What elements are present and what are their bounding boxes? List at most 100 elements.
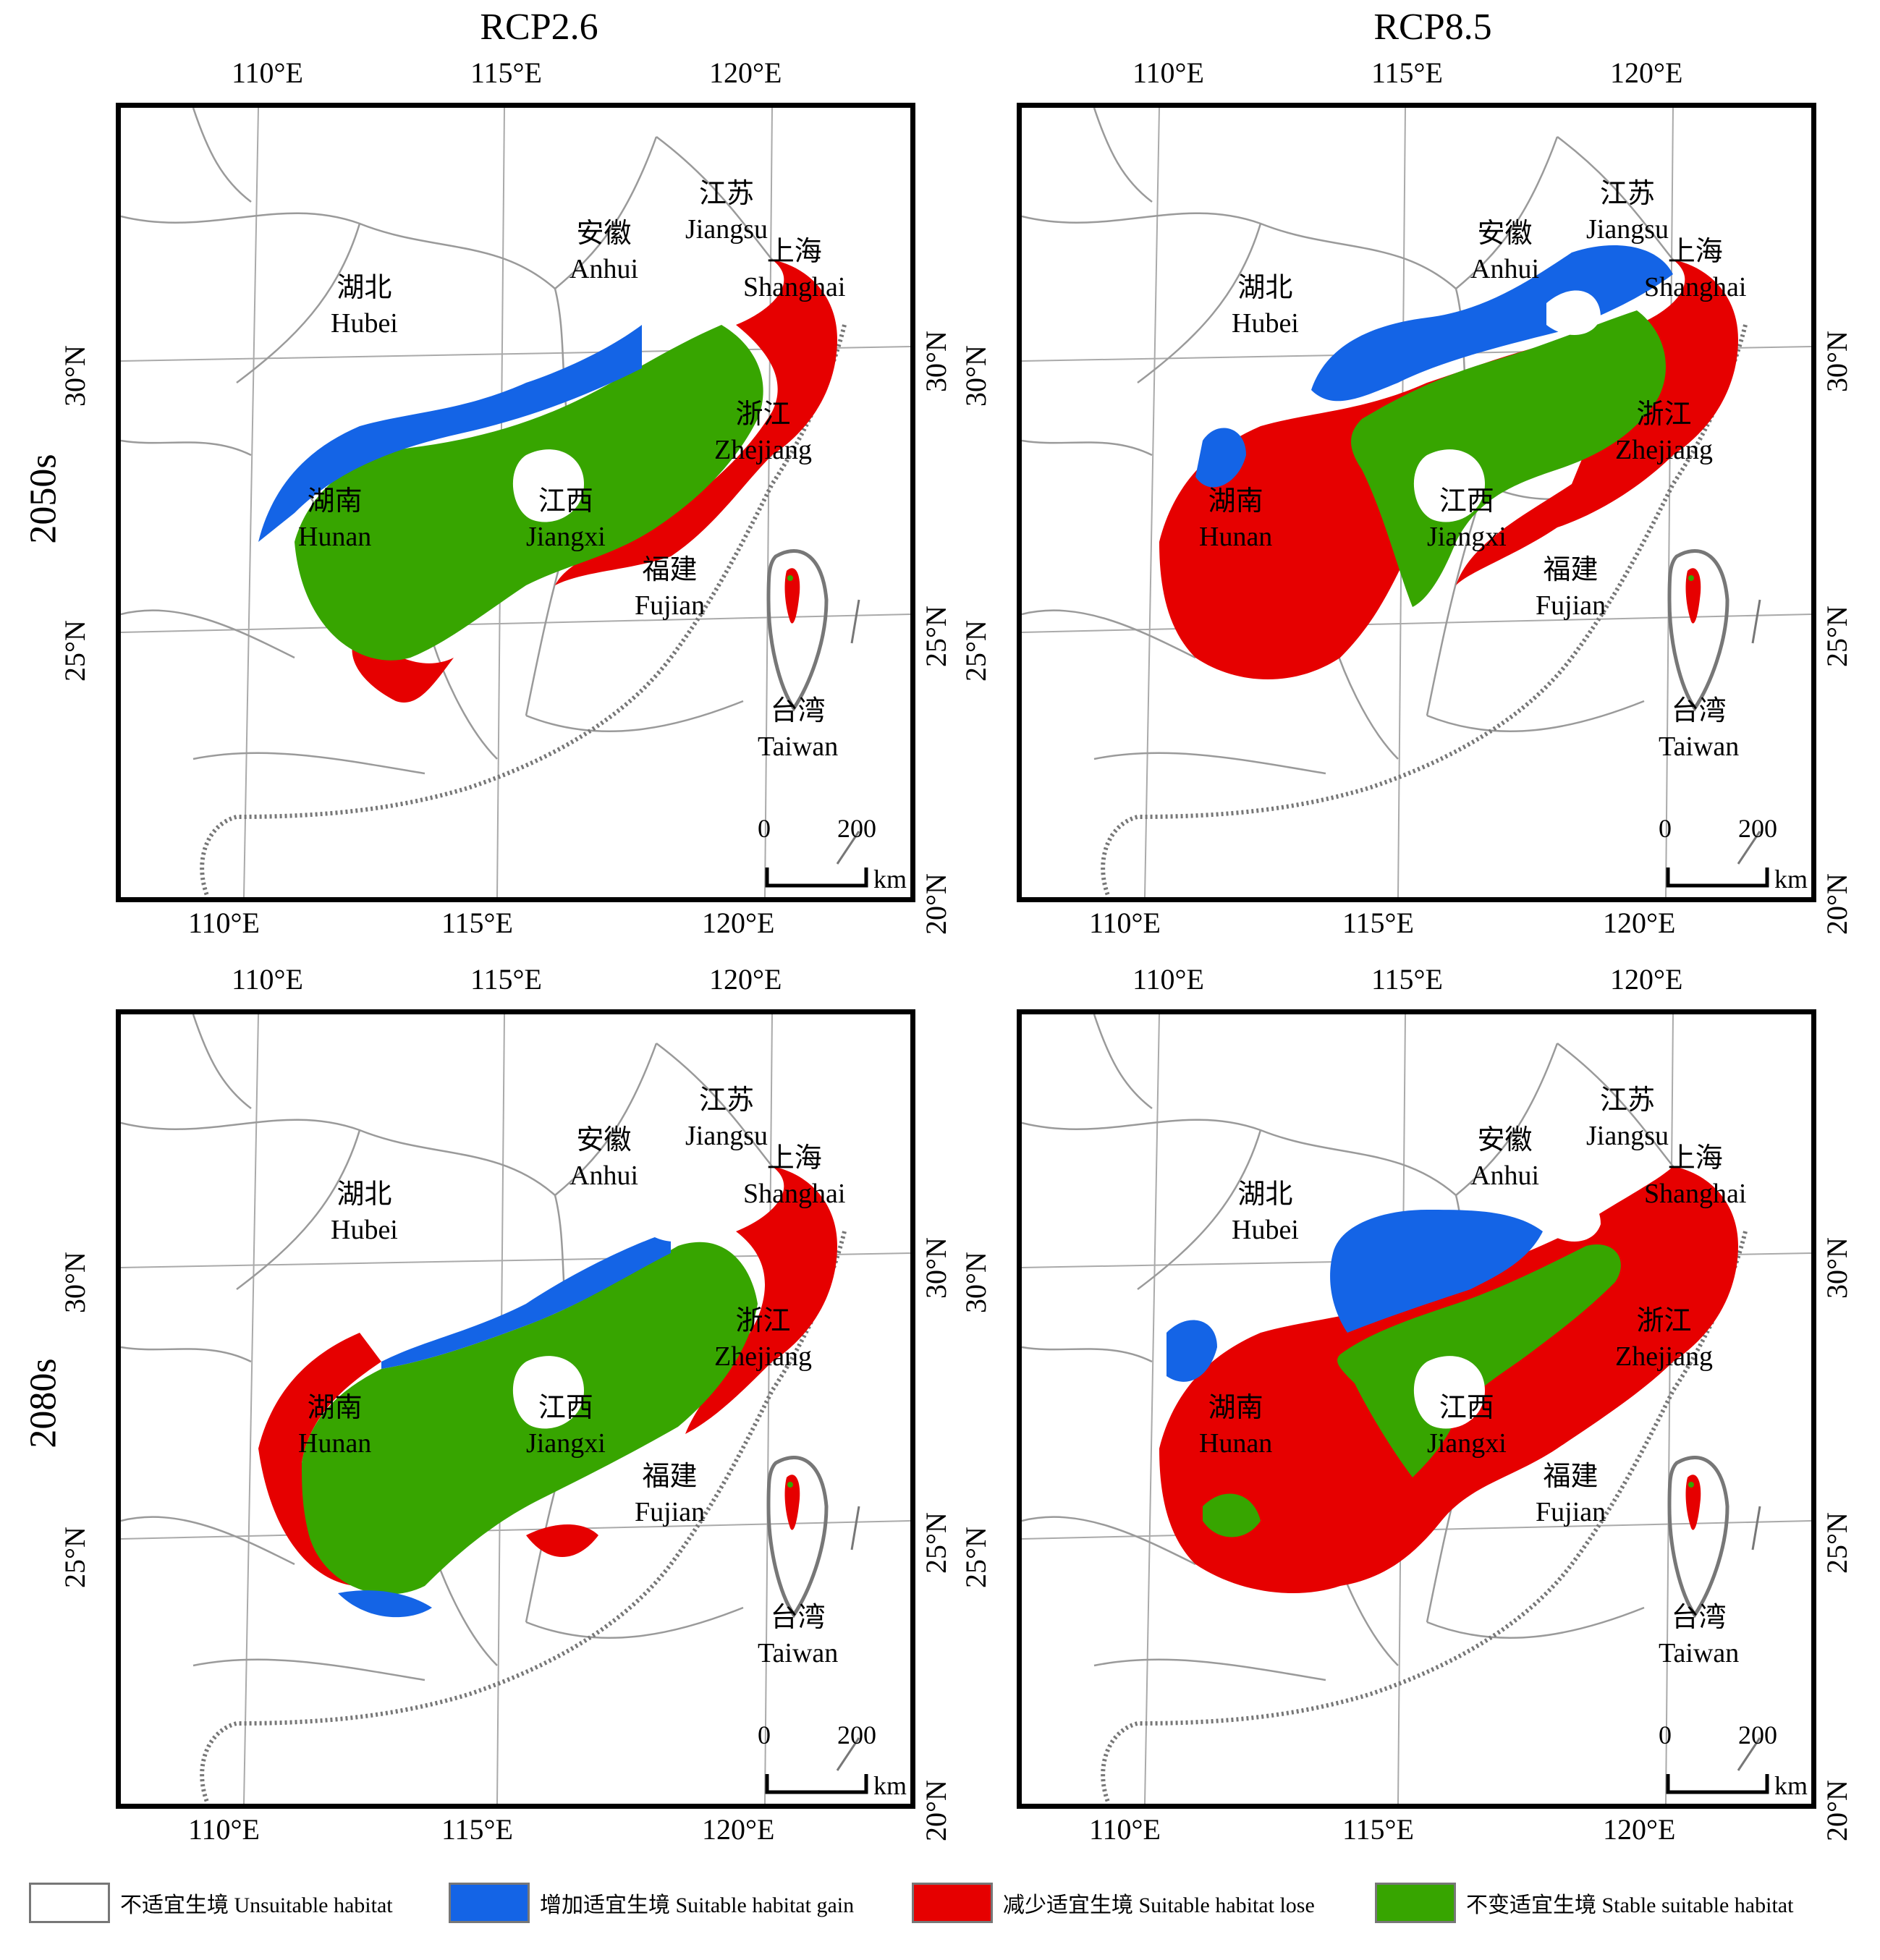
meridian-line (243, 1014, 259, 1804)
taiwan-habitat-stable (1688, 1482, 1694, 1488)
map-panel-rcp26-2080s: 江苏 Jiangsu 安徽 Anhui 上海 Shanghai 湖北 Hubei 浙江 Zheji… (116, 1009, 915, 1809)
province-label-fujian: 福建 Fujian (1536, 1459, 1606, 1531)
province-boundary-line (1557, 136, 1674, 260)
province-label-hunan: 湖南 Hunan (298, 484, 371, 556)
province-label-jiangsu: 江苏 Jiangsu (685, 177, 768, 248)
province-boundary-line (121, 609, 295, 659)
taiwan-habitat-lose (784, 568, 800, 624)
province-label-shanghai: 上海 Shanghai (743, 234, 845, 306)
province-boundary-line (1557, 1043, 1674, 1167)
province-label-zhejiang: 浙江 Zhejiang (1615, 1304, 1713, 1375)
taiwan-habitat-lose (784, 1475, 800, 1530)
province-label-jiangsu: 江苏 Jiangsu (1586, 1083, 1669, 1155)
longitude-tick-bottom: 120°E (1603, 907, 1676, 939)
legend-swatch-stable (1375, 1883, 1456, 1923)
province-name-en-shanghai: Shanghai (743, 272, 846, 303)
parallel-line (1022, 614, 1811, 633)
latitude-tick-right: 20°N (920, 1780, 952, 1841)
habitat-lose-area (258, 1333, 381, 1586)
legend-label-lose: 减少适宜生境 Suitable habitat lose (1003, 1893, 1315, 1917)
province-label-zhejiang: 浙江 Zhejiang (714, 397, 812, 469)
latitude-tick-right: 30°N (1821, 1237, 1853, 1299)
province-boundary-line (1022, 212, 1457, 289)
province-boundary-line (236, 223, 361, 383)
taiwan-habitat-lose (1685, 1475, 1701, 1530)
habitat-gain-area (1166, 1320, 1217, 1382)
longitude-tick-bottom: 110°E (1089, 1813, 1161, 1846)
province-boundary-line (525, 700, 744, 733)
habitat-layer-rcp26-2050s (258, 260, 837, 703)
province-name-en-hubei: Hubei (1232, 308, 1299, 339)
province-label-hubei: 湖北 Hubei (1232, 1177, 1299, 1249)
province-label-hunan: 湖南 Hunan (1199, 1391, 1272, 1462)
province-name-zh-taiwan: 台湾 (770, 1603, 826, 1633)
taiwan-habitat-stable (1688, 575, 1694, 581)
offshore-island-line (850, 1506, 860, 1550)
province-label-jiangsu: 江苏 Jiangsu (685, 1083, 768, 1155)
province-boundary-line (1426, 483, 1486, 716)
province-name-zh-hunan: 湖南 (307, 486, 363, 517)
coastline (1101, 1231, 1748, 1804)
habitat-layer-rcp26-2080s (258, 1166, 837, 1618)
legend-item-stable: 不变适宜生境 Stable suitable habitat (1375, 1881, 1793, 1925)
scale-bar-line (1666, 867, 1769, 888)
scale-bar-unit-label: km (873, 1771, 907, 1800)
province-boundary-line (1093, 752, 1326, 775)
longitude-tick-bottom: 110°E (188, 907, 260, 939)
longitude-tick-top: 120°E (709, 963, 782, 996)
latitude-tick-left: 30°N (59, 1252, 91, 1313)
province-label-jiangxi: 江西 Jiangxi (526, 484, 606, 556)
longitude-tick-top: 115°E (1371, 56, 1443, 89)
taiwan-habitat-stable (787, 575, 793, 581)
province-name-en-jiangxi: Jiangxi (526, 1428, 606, 1459)
province-boundary-line (1093, 1658, 1326, 1681)
longitude-tick-bottom: 110°E (1089, 907, 1161, 939)
province-name-en-hunan: Hunan (298, 522, 372, 553)
meridian-line (1665, 1014, 1674, 1804)
province-name-en-jiangsu: Jiangsu (685, 1121, 768, 1152)
province-name-zh-hubei: 湖北 (1237, 1179, 1293, 1210)
province-name-en-fujian: Fujian (635, 590, 706, 621)
latitude-tick-right: 30°N (920, 331, 952, 392)
province-name-en-anhui: Anhui (1470, 254, 1539, 285)
province-name-en-shanghai: Shanghai (1644, 1179, 1747, 1210)
province-name-en-jiangxi: Jiangxi (526, 522, 606, 553)
scale-bar-end-label: 200 (1738, 1721, 1777, 1749)
province-label-anhui: 安徽 Anhui (1470, 1123, 1539, 1195)
scale-bar-start-label: 0 (758, 814, 771, 843)
coastline (1101, 324, 1748, 897)
scale-bar-line (765, 1774, 868, 1794)
habitat-stable-area (1351, 310, 1666, 607)
meridian-line (764, 108, 773, 897)
meridian-line (764, 1014, 773, 1804)
map-svg-rcp26-2050s (121, 108, 910, 897)
province-name-en-fujian: Fujian (635, 1497, 706, 1528)
scale-bar-line (1666, 1774, 1769, 1794)
habitat-gain-area (338, 1590, 432, 1618)
latitude-tick-left: 25°N (59, 1527, 91, 1588)
province-name-en-hubei: Hubei (1232, 1215, 1299, 1246)
province-name-zh-anhui: 安徽 (576, 1125, 632, 1155)
longitude-tick-bottom: 120°E (702, 1813, 775, 1846)
province-boundary-line (1455, 1043, 1559, 1196)
meridian-line (243, 108, 259, 897)
unsuitable-lake-area (1413, 1356, 1485, 1429)
province-boundary-line (121, 439, 252, 457)
province-name-zh-zhejiang: 浙江 (1636, 1306, 1692, 1336)
meridian-line (1665, 108, 1674, 897)
column-title-rcp85: RCP8.5 (1373, 7, 1492, 48)
unsuitable-pocket-area (1546, 1197, 1601, 1242)
latitude-tick-left: 25°N (960, 620, 992, 682)
province-name-zh-taiwan: 台湾 (1671, 1603, 1727, 1633)
habitat-lose-area (685, 1166, 837, 1434)
longitude-tick-bottom: 115°E (1342, 1813, 1414, 1846)
province-name-en-taiwan: Taiwan (758, 1638, 839, 1669)
province-name-en-shanghai: Shanghai (743, 1179, 846, 1210)
province-name-zh-jiangsu: 江苏 (698, 1085, 754, 1116)
unsuitable-lake-area (512, 449, 584, 522)
province-boundary-line (554, 1043, 658, 1196)
province-boundary-line (192, 1014, 252, 1109)
legend-label-gain: 增加适宜生境 Suitable habitat gain (540, 1893, 855, 1917)
province-name-en-jiangxi: Jiangxi (1427, 522, 1507, 553)
scale-bar-end-label: 200 (837, 1721, 876, 1749)
